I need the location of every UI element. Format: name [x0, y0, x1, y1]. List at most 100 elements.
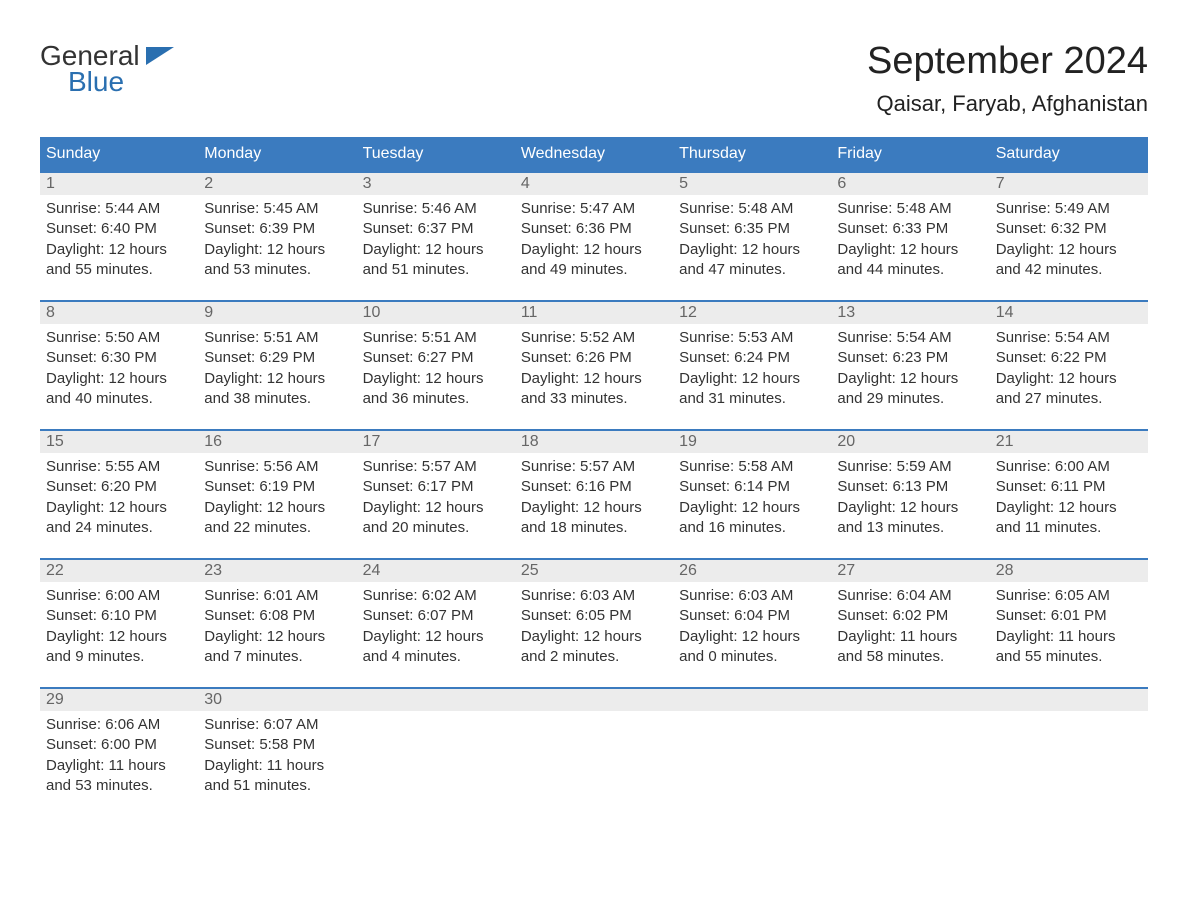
daylight-line-1: Daylight: 12 hours	[46, 240, 192, 260]
sunrise-line: Sunrise: 5:45 AM	[204, 199, 350, 219]
day-content-cell: Sunrise: 5:57 AMSunset: 6:17 PMDaylight:…	[357, 453, 515, 559]
day-number-cell: 3	[357, 172, 515, 195]
day-number-cell: 28	[990, 559, 1148, 582]
day-content-cell: Sunrise: 5:54 AMSunset: 6:22 PMDaylight:…	[990, 324, 1148, 430]
sunset-line: Sunset: 6:22 PM	[996, 348, 1142, 368]
daylight-line-2: and 49 minutes.	[521, 260, 667, 280]
day-number-cell: 8	[40, 301, 198, 324]
weekday-header: Wednesday	[515, 137, 673, 172]
day-number-cell: 30	[198, 688, 356, 711]
daylight-line-2: and 13 minutes.	[837, 518, 983, 538]
daylight-line-1: Daylight: 12 hours	[363, 369, 509, 389]
sunrise-line: Sunrise: 5:53 AM	[679, 328, 825, 348]
sunset-line: Sunset: 6:32 PM	[996, 219, 1142, 239]
day-content-cell: Sunrise: 5:59 AMSunset: 6:13 PMDaylight:…	[831, 453, 989, 559]
daylight-line-1: Daylight: 12 hours	[521, 627, 667, 647]
day-number-cell	[673, 688, 831, 711]
day-number-cell: 19	[673, 430, 831, 453]
daylight-line-2: and 22 minutes.	[204, 518, 350, 538]
sunrise-line: Sunrise: 6:01 AM	[204, 586, 350, 606]
day-number-cell: 6	[831, 172, 989, 195]
day-content-row: Sunrise: 5:44 AMSunset: 6:40 PMDaylight:…	[40, 195, 1148, 301]
sunrise-line: Sunrise: 5:55 AM	[46, 457, 192, 477]
sunset-line: Sunset: 6:35 PM	[679, 219, 825, 239]
daylight-line-2: and 33 minutes.	[521, 389, 667, 409]
day-content-cell	[990, 711, 1148, 816]
daylight-line-1: Daylight: 12 hours	[46, 498, 192, 518]
day-content-cell: Sunrise: 5:48 AMSunset: 6:35 PMDaylight:…	[673, 195, 831, 301]
day-number-cell: 12	[673, 301, 831, 324]
day-content-cell: Sunrise: 6:04 AMSunset: 6:02 PMDaylight:…	[831, 582, 989, 688]
weekday-header: Thursday	[673, 137, 831, 172]
location-text: Qaisar, Faryab, Afghanistan	[867, 91, 1148, 117]
day-number-cell	[831, 688, 989, 711]
day-content-cell: Sunrise: 5:50 AMSunset: 6:30 PMDaylight:…	[40, 324, 198, 430]
day-content-row: Sunrise: 6:00 AMSunset: 6:10 PMDaylight:…	[40, 582, 1148, 688]
sunrise-line: Sunrise: 6:03 AM	[679, 586, 825, 606]
sunrise-line: Sunrise: 6:00 AM	[996, 457, 1142, 477]
daylight-line-1: Daylight: 12 hours	[204, 369, 350, 389]
sunset-line: Sunset: 6:26 PM	[521, 348, 667, 368]
daylight-line-2: and 36 minutes.	[363, 389, 509, 409]
day-content-cell	[831, 711, 989, 816]
daylight-line-2: and 44 minutes.	[837, 260, 983, 280]
day-content-row: Sunrise: 5:55 AMSunset: 6:20 PMDaylight:…	[40, 453, 1148, 559]
weekday-header: Friday	[831, 137, 989, 172]
daylight-line-2: and 27 minutes.	[996, 389, 1142, 409]
sunset-line: Sunset: 6:17 PM	[363, 477, 509, 497]
day-content-cell: Sunrise: 6:03 AMSunset: 6:04 PMDaylight:…	[673, 582, 831, 688]
sunset-line: Sunset: 6:16 PM	[521, 477, 667, 497]
sunset-line: Sunset: 6:01 PM	[996, 606, 1142, 626]
daylight-line-1: Daylight: 12 hours	[204, 627, 350, 647]
day-number-row: 15161718192021	[40, 430, 1148, 453]
day-number-cell: 11	[515, 301, 673, 324]
sunrise-line: Sunrise: 6:03 AM	[521, 586, 667, 606]
daylight-line-1: Daylight: 12 hours	[46, 369, 192, 389]
sunset-line: Sunset: 6:27 PM	[363, 348, 509, 368]
daylight-line-1: Daylight: 11 hours	[204, 756, 350, 776]
day-number-cell: 7	[990, 172, 1148, 195]
daylight-line-2: and 7 minutes.	[204, 647, 350, 667]
daylight-line-2: and 53 minutes.	[46, 776, 192, 796]
day-number-cell: 18	[515, 430, 673, 453]
day-number-cell: 4	[515, 172, 673, 195]
day-number-cell: 13	[831, 301, 989, 324]
day-number-row: 1234567	[40, 172, 1148, 195]
day-content-cell	[515, 711, 673, 816]
weekday-header: Monday	[198, 137, 356, 172]
logo: General Blue	[40, 40, 174, 98]
daylight-line-1: Daylight: 12 hours	[837, 498, 983, 518]
daylight-line-1: Daylight: 12 hours	[679, 369, 825, 389]
daylight-line-1: Daylight: 12 hours	[521, 498, 667, 518]
day-content-cell: Sunrise: 5:53 AMSunset: 6:24 PMDaylight:…	[673, 324, 831, 430]
daylight-line-1: Daylight: 12 hours	[363, 240, 509, 260]
sunset-line: Sunset: 6:23 PM	[837, 348, 983, 368]
daylight-line-1: Daylight: 12 hours	[679, 498, 825, 518]
sunrise-line: Sunrise: 5:52 AM	[521, 328, 667, 348]
day-content-cell: Sunrise: 5:45 AMSunset: 6:39 PMDaylight:…	[198, 195, 356, 301]
sunset-line: Sunset: 6:39 PM	[204, 219, 350, 239]
day-number-cell: 16	[198, 430, 356, 453]
sunset-line: Sunset: 6:30 PM	[46, 348, 192, 368]
sunrise-line: Sunrise: 5:51 AM	[204, 328, 350, 348]
sunset-line: Sunset: 6:13 PM	[837, 477, 983, 497]
daylight-line-1: Daylight: 11 hours	[837, 627, 983, 647]
daylight-line-1: Daylight: 12 hours	[46, 627, 192, 647]
day-number-cell: 1	[40, 172, 198, 195]
day-number-cell	[515, 688, 673, 711]
calendar-body: 1234567Sunrise: 5:44 AMSunset: 6:40 PMDa…	[40, 172, 1148, 816]
sunset-line: Sunset: 6:19 PM	[204, 477, 350, 497]
day-number-cell: 22	[40, 559, 198, 582]
sunrise-line: Sunrise: 5:48 AM	[679, 199, 825, 219]
day-content-cell: Sunrise: 6:00 AMSunset: 6:10 PMDaylight:…	[40, 582, 198, 688]
day-number-cell: 27	[831, 559, 989, 582]
daylight-line-1: Daylight: 12 hours	[996, 369, 1142, 389]
sunset-line: Sunset: 6:00 PM	[46, 735, 192, 755]
day-content-cell: Sunrise: 5:44 AMSunset: 6:40 PMDaylight:…	[40, 195, 198, 301]
daylight-line-2: and 40 minutes.	[46, 389, 192, 409]
weekday-header: Tuesday	[357, 137, 515, 172]
day-content-cell: Sunrise: 6:05 AMSunset: 6:01 PMDaylight:…	[990, 582, 1148, 688]
weekday-header: Saturday	[990, 137, 1148, 172]
day-content-cell: Sunrise: 5:46 AMSunset: 6:37 PMDaylight:…	[357, 195, 515, 301]
sunrise-line: Sunrise: 6:06 AM	[46, 715, 192, 735]
